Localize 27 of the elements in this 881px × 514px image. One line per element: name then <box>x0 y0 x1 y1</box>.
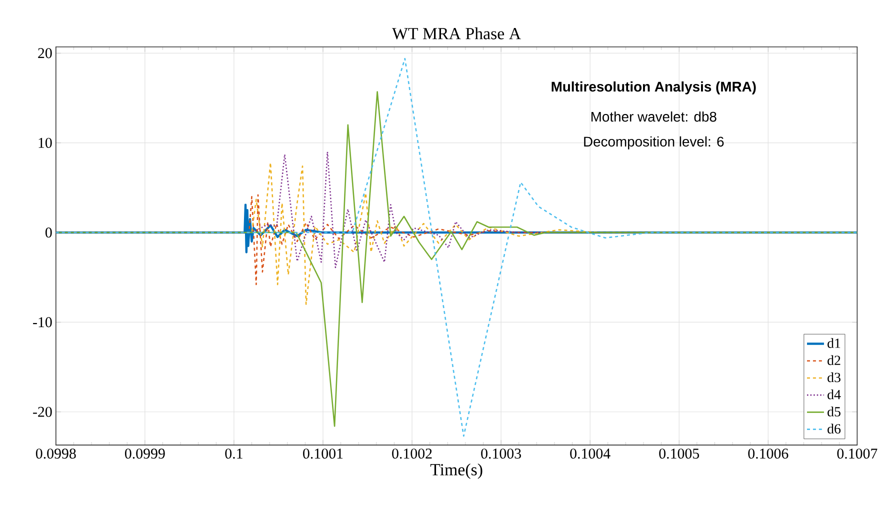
x-tick-label: 0.1007 <box>837 448 878 459</box>
y-tick-label: 10 <box>38 138 52 148</box>
x-tick-label: 0.1 <box>225 448 242 459</box>
x-tick-label: 0.1002 <box>392 448 432 459</box>
x-tick-label: 0.0999 <box>124 448 165 459</box>
legend-label: d1 <box>828 338 840 348</box>
legend-label: d5 <box>828 406 840 416</box>
annotation: Decomposition level: 6 <box>584 136 724 150</box>
annotation: Multiresolution Analysis (MRA) <box>552 81 756 94</box>
line-series <box>56 204 858 254</box>
legend-label: d6 <box>828 424 841 434</box>
x-tick-label: 0.1001 <box>303 448 343 459</box>
x-tick-label: 0.0998 <box>36 448 76 459</box>
chart-title: WT MRA Phase A <box>392 27 521 40</box>
legend-label: d3 <box>828 372 840 382</box>
legend-label: d4 <box>828 390 841 400</box>
y-tick-label: -20 <box>33 406 52 417</box>
y-tick-label: 0 <box>45 228 52 238</box>
x-tick-label: 0.1006 <box>748 448 788 459</box>
y-tick-label: 20 <box>38 48 52 58</box>
x-axis-title: Time(s) <box>430 464 482 479</box>
x-tick-label: 0.1004 <box>570 448 610 459</box>
x-tick-label: 0.1003 <box>481 448 521 459</box>
y-tick-label: -10 <box>33 317 52 328</box>
x-tick-label: 0.1005 <box>659 448 700 459</box>
annotation: Mother wavelet: db8 <box>591 112 716 122</box>
legend-label: d2 <box>828 355 840 366</box>
